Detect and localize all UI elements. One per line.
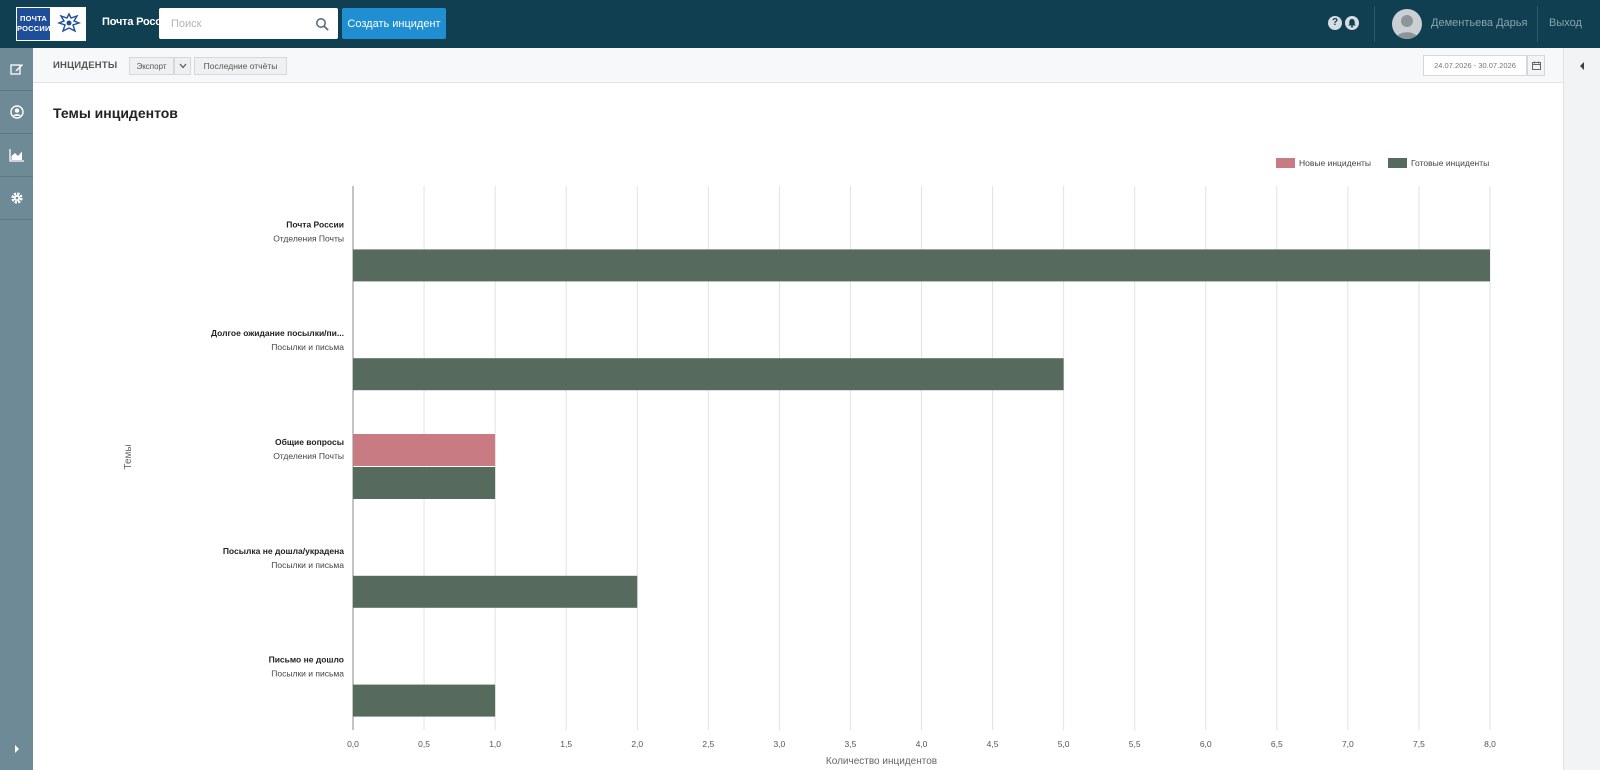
search-box[interactable] <box>159 8 338 39</box>
chevron-left-icon[interactable] <box>1577 61 1587 71</box>
x-tick-label: 5,5 <box>1129 739 1141 749</box>
category-label: Письмо не дошло <box>269 655 344 665</box>
sidebar-item-incidents[interactable] <box>0 48 33 91</box>
last-reports-button[interactable]: Последние отчёты <box>194 57 287 75</box>
x-tick-label: 8,0 <box>1484 739 1496 749</box>
date-range-input[interactable]: 24.07.2026 - 30.07.2026 <box>1423 55 1527 76</box>
page-title: Темы инцидентов <box>53 105 178 121</box>
x-tick-label: 2,5 <box>702 739 714 749</box>
bar-done <box>353 249 1490 282</box>
logo-line1: ПОЧТА <box>19 14 48 23</box>
x-tick-label: 6,5 <box>1271 739 1283 749</box>
x-tick-label: 3,5 <box>845 739 857 749</box>
x-tick-label: 7,0 <box>1342 739 1354 749</box>
bar-done <box>353 358 1064 391</box>
x-tick-label: 4,5 <box>987 739 999 749</box>
toolbar: ИНЦИДЕНТЫ Экспорт Последние отчёты 24.07… <box>33 48 1563 83</box>
brand-name[interactable]: Почта России <box>102 16 175 28</box>
category-label: Общие вопросы <box>275 437 344 447</box>
eagle-emblem-icon <box>52 8 85 40</box>
header-divider <box>1537 6 1538 42</box>
x-tick-label: 0,5 <box>418 739 430 749</box>
gear-icon <box>10 192 23 204</box>
x-tick-label: 6,0 <box>1200 739 1212 749</box>
bell-icon[interactable] <box>1345 16 1359 30</box>
bar-done <box>353 467 496 499</box>
help-icon[interactable]: ? <box>1328 16 1342 30</box>
category-group-label: Посылки и письма <box>271 560 344 570</box>
calendar-icon[interactable] <box>1527 55 1545 76</box>
legend-item-new[interactable]: Новые инциденты <box>1276 158 1371 168</box>
x-tick-label: 1,5 <box>560 739 572 749</box>
export-dropdown-toggle[interactable] <box>174 57 191 75</box>
sidebar-expand-button[interactable] <box>0 742 33 756</box>
category-group-label: Посылки и письма <box>271 342 344 352</box>
x-tick-label: 3,0 <box>773 739 785 749</box>
category-group-label: Отделения Почты <box>273 233 344 243</box>
category-group-label: Отделения Почты <box>273 451 344 461</box>
logo[interactable]: ПОЧТА РОССИИ <box>16 7 86 41</box>
right-panel-rail <box>1563 48 1600 770</box>
user-name[interactable]: Дементьева Дарья <box>1431 17 1528 29</box>
user-circle-icon <box>9 105 24 119</box>
sidebar-item-settings[interactable] <box>0 177 33 220</box>
bar-done <box>353 684 496 717</box>
bar-done <box>353 575 638 608</box>
header-divider <box>1374 6 1375 42</box>
left-sidebar <box>0 48 33 770</box>
sidebar-item-reports[interactable] <box>0 134 33 177</box>
logout-link[interactable]: Выход <box>1549 17 1582 29</box>
edit-icon <box>9 64 23 75</box>
search-icon[interactable] <box>315 17 329 31</box>
area-chart-icon <box>8 149 24 162</box>
logo-wordmark: ПОЧТА РОССИИ <box>17 8 50 40</box>
legend-label-new: Новые инциденты <box>1299 158 1372 168</box>
sidebar-item-profile[interactable] <box>0 91 33 134</box>
legend-swatch-done <box>1388 158 1407 168</box>
x-tick-label: 1,0 <box>489 739 501 749</box>
chevron-right-icon <box>14 745 19 753</box>
legend-swatch-new <box>1276 158 1295 168</box>
avatar[interactable] <box>1392 9 1422 39</box>
x-tick-label: 5,0 <box>1058 739 1070 749</box>
create-incident-button[interactable]: Создать инцидент <box>342 8 446 39</box>
category-label: Долгое ожидание посылки/пи... <box>211 328 344 338</box>
x-axis-title: Количество инцидентов <box>826 756 937 767</box>
logo-line2: РОССИИ <box>17 24 51 33</box>
search-input[interactable] <box>159 8 299 39</box>
x-tick-label: 7,5 <box>1413 739 1425 749</box>
bar-new <box>353 434 496 466</box>
category-label: Почта России <box>286 219 344 229</box>
category-group-label: Посылки и письма <box>271 669 344 679</box>
y-axis-title: Темы <box>123 444 134 469</box>
export-button[interactable]: Экспорт <box>129 57 174 75</box>
x-tick-label: 0,0 <box>347 739 359 749</box>
x-tick-label: 4,0 <box>916 739 928 749</box>
legend-item-done[interactable]: Готовые инциденты <box>1388 158 1489 168</box>
x-tick-label: 2,0 <box>631 739 643 749</box>
legend-label-done: Готовые инциденты <box>1411 158 1490 168</box>
chevron-down-icon <box>179 63 186 69</box>
top-bar: ПОЧТА РОССИИ Почта России Создать инциде… <box>0 0 1600 48</box>
section-title: ИНЦИДЕНТЫ <box>53 60 118 71</box>
category-label: Посылка не дошла/украдена <box>223 546 344 556</box>
